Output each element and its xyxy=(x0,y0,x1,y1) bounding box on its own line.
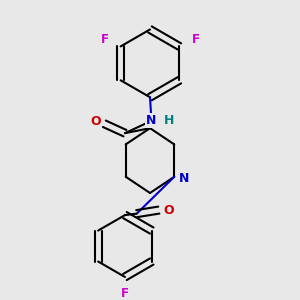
Text: O: O xyxy=(90,115,101,128)
Text: F: F xyxy=(192,32,200,46)
Text: F: F xyxy=(100,32,108,46)
Text: N: N xyxy=(146,114,157,127)
Text: O: O xyxy=(163,204,174,217)
Text: N: N xyxy=(178,172,189,185)
Text: H: H xyxy=(164,114,174,127)
Text: F: F xyxy=(121,287,129,300)
